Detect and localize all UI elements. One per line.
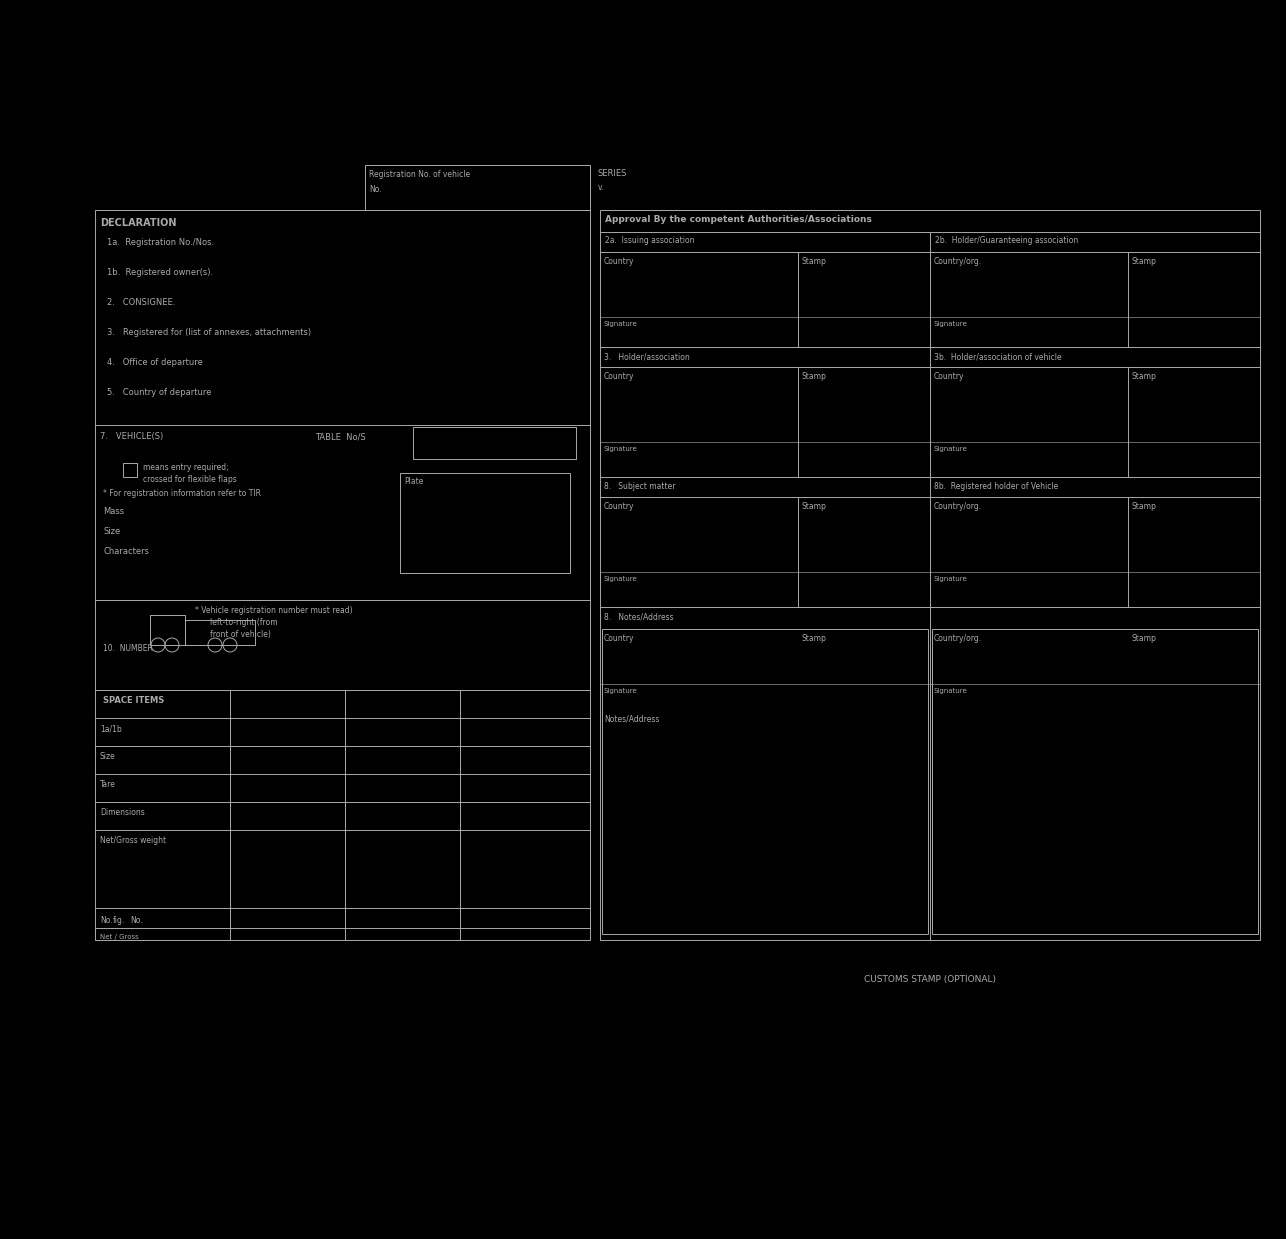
Text: Dimensions: Dimensions — [100, 808, 145, 817]
Text: Stamp: Stamp — [1132, 372, 1157, 382]
Text: 4.   Office of departure: 4. Office of departure — [107, 358, 203, 367]
Text: No.: No. — [100, 916, 113, 926]
Text: Stamp: Stamp — [802, 634, 827, 643]
Text: 7.   VEHICLE(S): 7. VEHICLE(S) — [100, 432, 163, 441]
Text: SERIES: SERIES — [598, 169, 628, 178]
Text: Signature: Signature — [934, 688, 968, 694]
Text: Signature: Signature — [934, 576, 968, 582]
Text: 2a.  Issuing association: 2a. Issuing association — [604, 235, 694, 245]
Text: Signature: Signature — [934, 321, 968, 327]
Text: Country: Country — [604, 502, 634, 510]
Bar — [932, 629, 1258, 934]
Text: Approval By the competent Authorities/Associations: Approval By the competent Authorities/As… — [604, 216, 872, 224]
Text: Country: Country — [604, 372, 634, 382]
Text: 8.   Subject matter: 8. Subject matter — [604, 482, 675, 491]
Text: Country: Country — [604, 256, 634, 266]
Text: Country: Country — [604, 634, 634, 643]
Bar — [95, 209, 590, 940]
Text: Signature: Signature — [934, 446, 968, 452]
Text: Country/org.: Country/org. — [934, 502, 983, 510]
Text: fig.: fig. — [113, 916, 125, 926]
Bar — [400, 473, 570, 572]
Text: DECLARATION: DECLARATION — [100, 218, 176, 228]
Text: 3.   Registered for (list of annexes, attachments): 3. Registered for (list of annexes, atta… — [107, 328, 311, 337]
Bar — [185, 620, 255, 646]
Text: front of vehicle): front of vehicle) — [210, 629, 271, 639]
Text: Country: Country — [934, 372, 964, 382]
Text: Signature: Signature — [604, 688, 638, 694]
Text: 10.  NUMBER: 10. NUMBER — [103, 644, 153, 653]
Text: 3b.  Holder/association of vehicle: 3b. Holder/association of vehicle — [934, 352, 1062, 361]
Bar — [413, 427, 576, 458]
Text: Country/org.: Country/org. — [934, 256, 983, 266]
Text: Size: Size — [103, 527, 121, 536]
Text: Net/Gross weight: Net/Gross weight — [100, 836, 166, 845]
Text: Signature: Signature — [604, 446, 638, 452]
Text: TABLE  No/S: TABLE No/S — [315, 432, 365, 441]
Text: Characters: Characters — [103, 546, 149, 556]
Text: Stamp: Stamp — [802, 502, 827, 510]
Text: left-to-right (from: left-to-right (from — [210, 618, 278, 627]
Bar — [123, 463, 138, 477]
Bar — [601, 209, 1260, 940]
Text: Notes/Address: Notes/Address — [604, 714, 660, 724]
Bar — [602, 629, 928, 934]
Text: Stamp: Stamp — [1132, 256, 1157, 266]
Text: 8b.  Registered holder of Vehicle: 8b. Registered holder of Vehicle — [934, 482, 1058, 491]
Text: No.: No. — [130, 916, 143, 926]
Text: SPACE ITEMS: SPACE ITEMS — [103, 696, 165, 705]
Bar — [150, 615, 185, 646]
Text: Tare: Tare — [100, 781, 116, 789]
Text: 1a.  Registration No./Nos.: 1a. Registration No./Nos. — [107, 238, 215, 247]
Text: * Vehicle registration number must read): * Vehicle registration number must read) — [195, 606, 352, 615]
Text: 8.   Notes/Address: 8. Notes/Address — [604, 612, 674, 621]
Text: 2.   CONSIGNEE.: 2. CONSIGNEE. — [107, 299, 175, 307]
Text: 5.   Country of departure: 5. Country of departure — [107, 388, 211, 396]
Text: Stamp: Stamp — [1132, 502, 1157, 510]
Text: Plate: Plate — [404, 477, 423, 486]
Text: Stamp: Stamp — [802, 256, 827, 266]
Text: CUSTOMS STAMP (OPTIONAL): CUSTOMS STAMP (OPTIONAL) — [864, 975, 995, 984]
Text: v.: v. — [598, 183, 604, 192]
Text: 3.   Holder/association: 3. Holder/association — [604, 352, 689, 361]
Text: Signature: Signature — [604, 576, 638, 582]
Text: Signature: Signature — [604, 321, 638, 327]
Text: No.: No. — [369, 185, 382, 195]
Text: * For registration information refer to TIR: * For registration information refer to … — [103, 489, 261, 498]
Text: 1a/1b: 1a/1b — [100, 724, 122, 733]
Text: Country/org.: Country/org. — [934, 634, 983, 643]
Text: Registration No. of vehicle: Registration No. of vehicle — [369, 170, 471, 178]
Text: 2b.  Holder/Guaranteeing association: 2b. Holder/Guaranteeing association — [935, 235, 1078, 245]
Text: Mass: Mass — [103, 507, 125, 515]
Text: Net / Gross: Net / Gross — [100, 934, 139, 940]
Text: Stamp: Stamp — [802, 372, 827, 382]
Text: Size: Size — [100, 752, 116, 761]
Text: crossed for flexible flaps: crossed for flexible flaps — [143, 475, 237, 484]
Text: 1b.  Registered owner(s).: 1b. Registered owner(s). — [107, 268, 213, 278]
Text: means entry required;: means entry required; — [143, 463, 229, 472]
Text: Stamp: Stamp — [1132, 634, 1157, 643]
Bar — [365, 165, 590, 209]
